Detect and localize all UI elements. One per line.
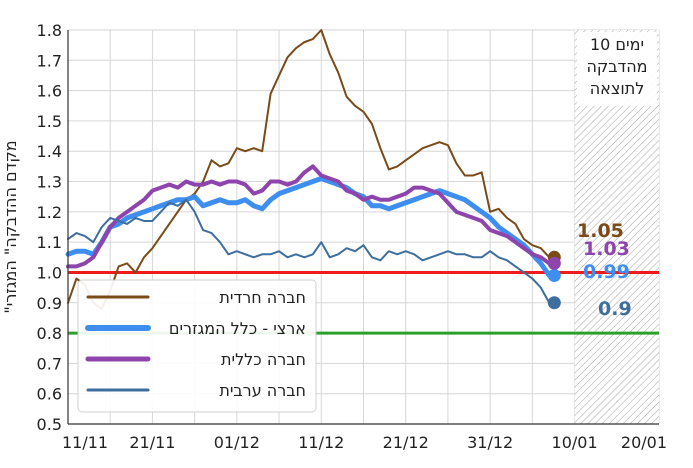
series-end-label: 1.03 (583, 238, 630, 260)
y-axis-label: "מקדם ההדבקה" המגזרי (1, 140, 20, 313)
series-end-marker (547, 256, 561, 270)
x-tick-label: 11/12 (298, 433, 344, 452)
y-tick-label: 0.7 (37, 354, 62, 373)
shaded-region-label: 10 ימים (590, 35, 644, 54)
series-line (67, 198, 551, 304)
y-tick-label: 1.8 (37, 21, 62, 40)
y-tick-label: 1.5 (37, 112, 62, 131)
series-end-label: 0.99 (583, 261, 630, 283)
series-line (66, 164, 552, 269)
series-line (65, 176, 552, 278)
y-tick-label: 0.8 (37, 324, 62, 343)
series-end-label: 0.9 (598, 298, 632, 320)
y-tick-label: 1.0 (37, 263, 62, 282)
legend-label: חברה ערבית (219, 381, 306, 400)
x-tick-label: 21/12 (383, 433, 429, 452)
series-end-marker (547, 268, 561, 282)
y-tick-label: 1.6 (37, 82, 62, 101)
x-tick-label: 31/12 (467, 433, 513, 452)
y-tick-label: 0.9 (37, 294, 62, 313)
x-tick-label: 11/11 (62, 433, 108, 452)
legend-box (77, 279, 317, 413)
legend-label: חברה כללית (221, 350, 306, 369)
y-tick-label: 0.6 (37, 385, 62, 404)
y-tick-label: 1.4 (37, 142, 62, 161)
series-line (67, 29, 551, 310)
x-tick-label: 01/12 (214, 433, 260, 452)
shaded-region-label: לתוצאה (590, 79, 645, 98)
series-end-marker (547, 296, 561, 310)
legend-label: ארצי - כלל המגזרים (169, 319, 306, 338)
x-tick-label: 21/11 (129, 433, 175, 452)
series-end-label: 1.05 (577, 220, 624, 242)
x-tick-label: 20/01 (621, 433, 667, 452)
shaded-region-label: מהדבקה (586, 57, 647, 76)
shaded-label-bg (577, 32, 657, 106)
y-tick-label: 1.7 (37, 51, 62, 70)
y-tick-label: 0.5 (37, 415, 62, 434)
x-tick-label: 10/01 (552, 433, 598, 452)
legend-label: חברה חרדית (219, 288, 306, 307)
y-tick-label: 1.3 (37, 173, 62, 192)
y-tick-label: 1.1 (37, 233, 62, 252)
y-tick-label: 1.2 (37, 203, 62, 222)
